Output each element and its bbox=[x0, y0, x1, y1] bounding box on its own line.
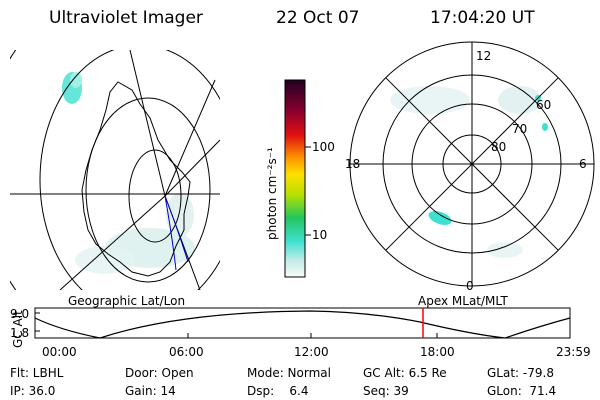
timeline-x-tick-0000: 00:00 bbox=[42, 345, 77, 359]
mode-status: Mode: Normal bbox=[247, 366, 331, 380]
polar-aurora-emission bbox=[390, 86, 548, 258]
timeline-y-label: GC Alt bbox=[11, 310, 25, 348]
mlt-label-0: 0 bbox=[466, 279, 474, 293]
timeline-right-title: Apex MLat/MLT bbox=[418, 294, 508, 308]
continent-outline bbox=[81, 81, 191, 277]
altitude-curve bbox=[34, 310, 571, 339]
geo-aurora-emission bbox=[62, 72, 195, 274]
polar-grid bbox=[349, 41, 595, 287]
gain-status: Gain: 14 bbox=[125, 384, 176, 398]
gc-alt-status: GC Alt: 6.5 Re bbox=[363, 366, 447, 380]
glon-status: GLon: 71.4 bbox=[487, 384, 557, 398]
glat-status: GLat: -79.8 bbox=[487, 366, 554, 380]
mlt-label-12: 12 bbox=[476, 49, 491, 63]
timeline-frame bbox=[34, 307, 571, 339]
timeline-x-tick-1200: 12:00 bbox=[294, 345, 329, 359]
mlt-label-18: 18 bbox=[345, 157, 360, 171]
timeline-y-tick-9: 9.0 bbox=[10, 307, 29, 321]
colorbar-gradient bbox=[284, 79, 306, 278]
colorbar-unit-label: photon cm⁻²s⁻¹ bbox=[265, 147, 279, 240]
satellite-track bbox=[164, 195, 189, 271]
mlat-label-60: 60 bbox=[536, 98, 551, 112]
mlt-label-6: 6 bbox=[579, 157, 587, 171]
colorbar-tick-100: 100 bbox=[312, 140, 335, 154]
observation-time: 17:04:20 UT bbox=[430, 8, 535, 28]
timeline-x-tick-1800: 18:00 bbox=[420, 345, 455, 359]
door-status: Door: Open bbox=[125, 366, 194, 380]
seq-status: Seq: 39 bbox=[363, 384, 409, 398]
geo-grid-lines bbox=[10, 50, 220, 290]
filter-status: Flt: LBHL bbox=[10, 366, 64, 380]
instrument-title: Ultraviolet Imager bbox=[49, 8, 203, 28]
mlat-label-70: 70 bbox=[512, 122, 527, 136]
timeline-left-title: Geographic Lat/Lon bbox=[68, 294, 186, 308]
timeline-x-tick-2359: 23:59 bbox=[556, 345, 591, 359]
ip-status: IP: 36.0 bbox=[10, 384, 56, 398]
colorbar-tick-10: 10 bbox=[312, 228, 327, 242]
timeline-x-tick-0600: 06:00 bbox=[169, 345, 204, 359]
dsp-status: Dsp: 6.4 bbox=[247, 384, 309, 398]
timeline-y-tick-1-8: 1.8 bbox=[10, 326, 29, 340]
observation-date: 22 Oct 07 bbox=[276, 8, 360, 28]
mlat-label-80: 80 bbox=[491, 140, 506, 154]
